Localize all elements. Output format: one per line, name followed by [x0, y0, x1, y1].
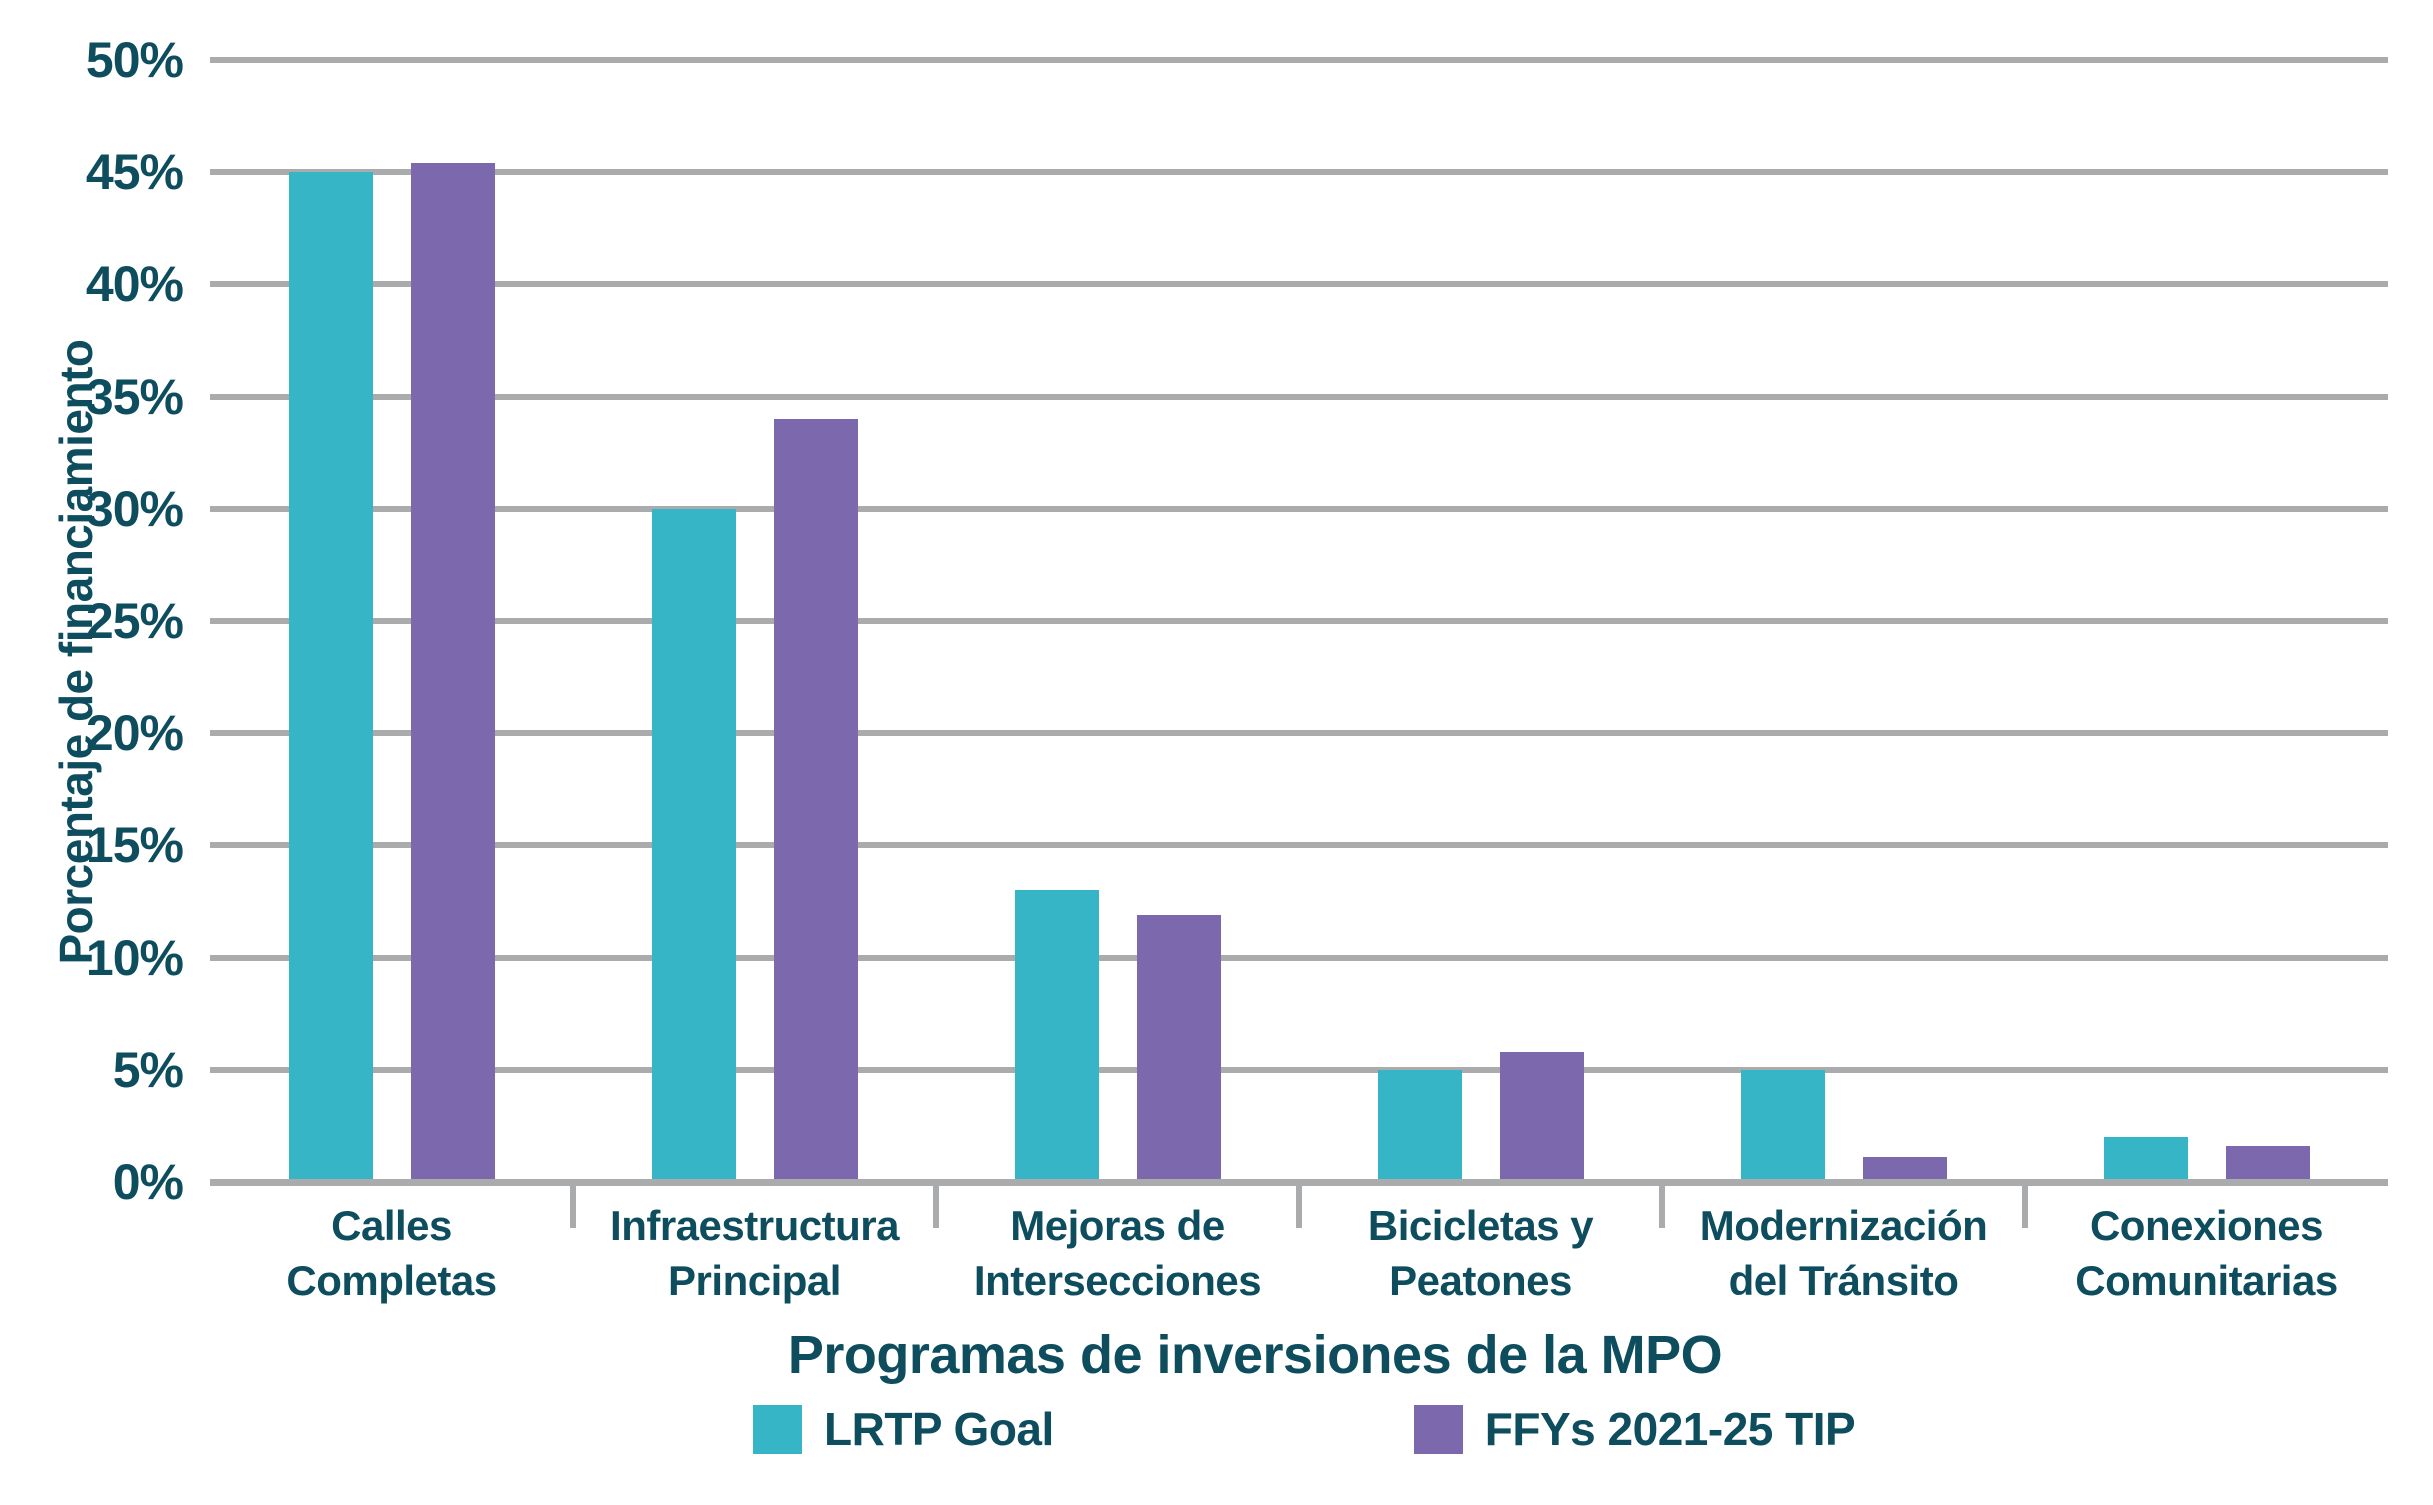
x-axis-title: Programas de inversiones de la MPO [787, 1325, 1723, 1385]
bar-lrtp-goal [1014, 890, 1099, 1182]
y-tick-label: 5% [112, 1041, 184, 1098]
chart-plot [210, 57, 2388, 1182]
bar-ffys-2021-25-tip [410, 163, 495, 1182]
gridline [210, 1066, 2388, 1073]
legend-swatch-teal-icon [753, 1404, 802, 1454]
category-label: Calles Completas [286, 1202, 497, 1304]
y-tick-label: 20% [85, 705, 184, 762]
gridline [210, 954, 2388, 961]
category-label: Conexiones Comunitarias [2075, 1202, 2338, 1304]
legend: LRTP Goal FFYs 2021-25 TIP [753, 1403, 1856, 1455]
y-tick-label: 30% [85, 480, 184, 537]
x-axis-boundary-tick [570, 1186, 576, 1228]
y-axis-tick-labels: 0% 5% 10% 15% 20% 25% 30% 35% 40% 45% 50% [0, 34, 184, 1208]
legend-item-ffys-tip: FFYs 2021-25 TIP [1413, 1403, 1856, 1455]
bar-lrtp-goal [288, 172, 373, 1182]
gridline [210, 730, 2388, 737]
bar-group [1662, 60, 2025, 1182]
y-tick-label: 35% [85, 368, 184, 425]
x-axis-line [210, 1179, 2388, 1186]
x-axis-boundary-tick [2022, 1186, 2028, 1228]
bar-groups [210, 60, 2388, 1182]
gridline [210, 57, 2388, 63]
gridline [210, 618, 2388, 624]
legend-item-lrtp-goal: LRTP Goal [753, 1404, 1054, 1454]
y-tick-label: 50% [85, 32, 184, 88]
bar-group [210, 60, 573, 1182]
bar-lrtp-goal [651, 509, 736, 1182]
bar-lrtp-goal [1377, 1070, 1462, 1182]
bar-ffys-2021-25-tip [1862, 1157, 1947, 1182]
bar-ffys-2021-25-tip [1136, 915, 1221, 1182]
bar-ffys-2021-25-tip [2225, 1146, 2310, 1182]
x-axis-boundary-tick [1296, 1186, 1302, 1228]
x-axis-category-labels: Calles Completas Infraestructura Principa… [210, 1198, 2388, 1308]
gridlines [210, 57, 2388, 1182]
bar-lrtp-goal [2103, 1137, 2188, 1182]
category-label: Infraestructura Principal [610, 1202, 899, 1304]
category-label: Mejoras de Intersecciones [973, 1202, 1262, 1304]
legend-label: LRTP Goal [824, 1403, 1054, 1455]
bar-group [573, 60, 936, 1182]
y-tick-label: 10% [85, 929, 184, 986]
legend-label: FFYs 2021-25 TIP [1484, 1403, 1856, 1455]
category-label: Bicicletas y Peatones [1367, 1202, 1594, 1304]
x-axis-boundary-tick [1659, 1186, 1665, 1228]
bar-group [2025, 60, 2388, 1182]
gridline [210, 281, 2388, 288]
gridline [210, 842, 2388, 849]
gridline [210, 505, 2388, 512]
x-axis-boundary-tick [933, 1186, 939, 1228]
legend-swatch-purple-icon [1413, 1404, 1463, 1454]
y-tick-label: 45% [85, 144, 184, 201]
y-tick-label: 15% [85, 817, 184, 874]
bar-group [1299, 60, 1662, 1182]
category-label: Modernización del Tránsito [1699, 1202, 1988, 1304]
bar-lrtp-goal [1740, 1070, 1825, 1182]
gridline [210, 169, 2388, 176]
bar-ffys-2021-25-tip [773, 419, 858, 1182]
y-tick-label: 40% [85, 256, 184, 313]
y-tick-label: 25% [85, 593, 184, 649]
y-tick-label: 0% [112, 1154, 184, 1210]
bar-group [936, 60, 1299, 1182]
gridline [210, 393, 2388, 400]
bar-ffys-2021-25-tip [1499, 1052, 1584, 1182]
